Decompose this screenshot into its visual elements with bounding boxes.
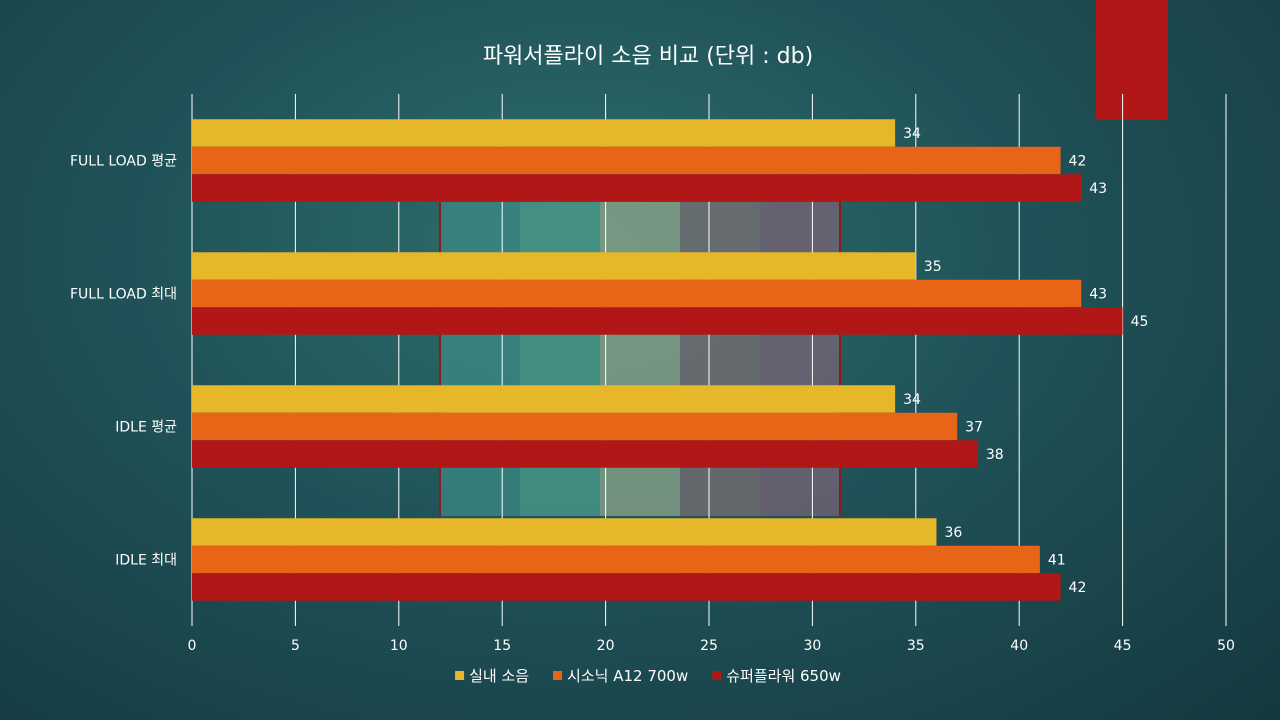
bar	[192, 174, 1082, 202]
bar	[192, 307, 1123, 335]
x-tick-label: 15	[493, 638, 511, 654]
data-label: 41	[1048, 553, 1066, 569]
category-label: IDLE 평균	[115, 420, 177, 436]
bar	[192, 279, 1082, 308]
data-label: 42	[1069, 154, 1087, 170]
bar	[192, 252, 916, 280]
legend-swatch	[553, 671, 563, 680]
category-label: IDLE 최대	[115, 553, 177, 569]
category-labels: FULL LOAD 평균 FULL LOAD 최대 IDLE 평균 IDLE 최대	[70, 154, 177, 569]
data-label: 43	[1089, 181, 1107, 197]
legend-item: 슈퍼플라워 650w	[712, 667, 841, 685]
bar	[192, 119, 896, 147]
data-label: 37	[965, 420, 983, 436]
x-tick-label: 40	[1010, 638, 1028, 654]
chart-title: 파워서플라이 소음 비교 (단위 : db)	[483, 44, 813, 69]
data-label: 38	[986, 447, 1004, 463]
x-tick-label: 25	[700, 638, 718, 654]
category-label: FULL LOAD 평균	[70, 154, 177, 170]
legend-item: 시소닉 A12 700w	[553, 667, 688, 685]
x-tick-label: 45	[1114, 638, 1132, 654]
bars	[192, 119, 1123, 601]
bar	[192, 545, 1040, 574]
bar	[192, 440, 978, 468]
data-label: 36	[944, 525, 962, 541]
x-tick-label: 35	[907, 638, 925, 654]
bar	[192, 385, 896, 413]
data-label: 35	[924, 259, 942, 275]
data-label: 43	[1089, 287, 1107, 303]
legend-swatch	[712, 671, 722, 680]
legend-label: 시소닉 A12 700w	[567, 667, 688, 685]
x-tick-label: 5	[291, 638, 300, 654]
x-tick-label: 20	[597, 638, 615, 654]
data-label: 34	[903, 392, 921, 408]
bar	[192, 518, 937, 546]
data-label: 42	[1069, 580, 1087, 596]
bar	[192, 573, 1061, 601]
x-tick-label: 10	[390, 638, 408, 654]
legend-label: 실내 소음	[469, 667, 529, 685]
x-tick-label: 50	[1217, 638, 1235, 654]
bar	[192, 146, 1061, 175]
bar	[192, 412, 958, 441]
x-axis-ticks: 0 5 10 15 20 25 30 35 40 45 50	[188, 638, 1235, 654]
x-tick-label: 30	[803, 638, 821, 654]
data-label: 34	[903, 126, 921, 142]
legend: 실내 소음 시소닉 A12 700w 슈퍼플라워 650w	[455, 667, 841, 685]
x-tick-label: 0	[188, 638, 197, 654]
data-label: 45	[1131, 314, 1149, 330]
legend-item: 실내 소음	[455, 667, 529, 685]
legend-label: 슈퍼플라워 650w	[726, 667, 841, 685]
category-label: FULL LOAD 최대	[70, 287, 177, 303]
legend-swatch	[455, 671, 465, 680]
